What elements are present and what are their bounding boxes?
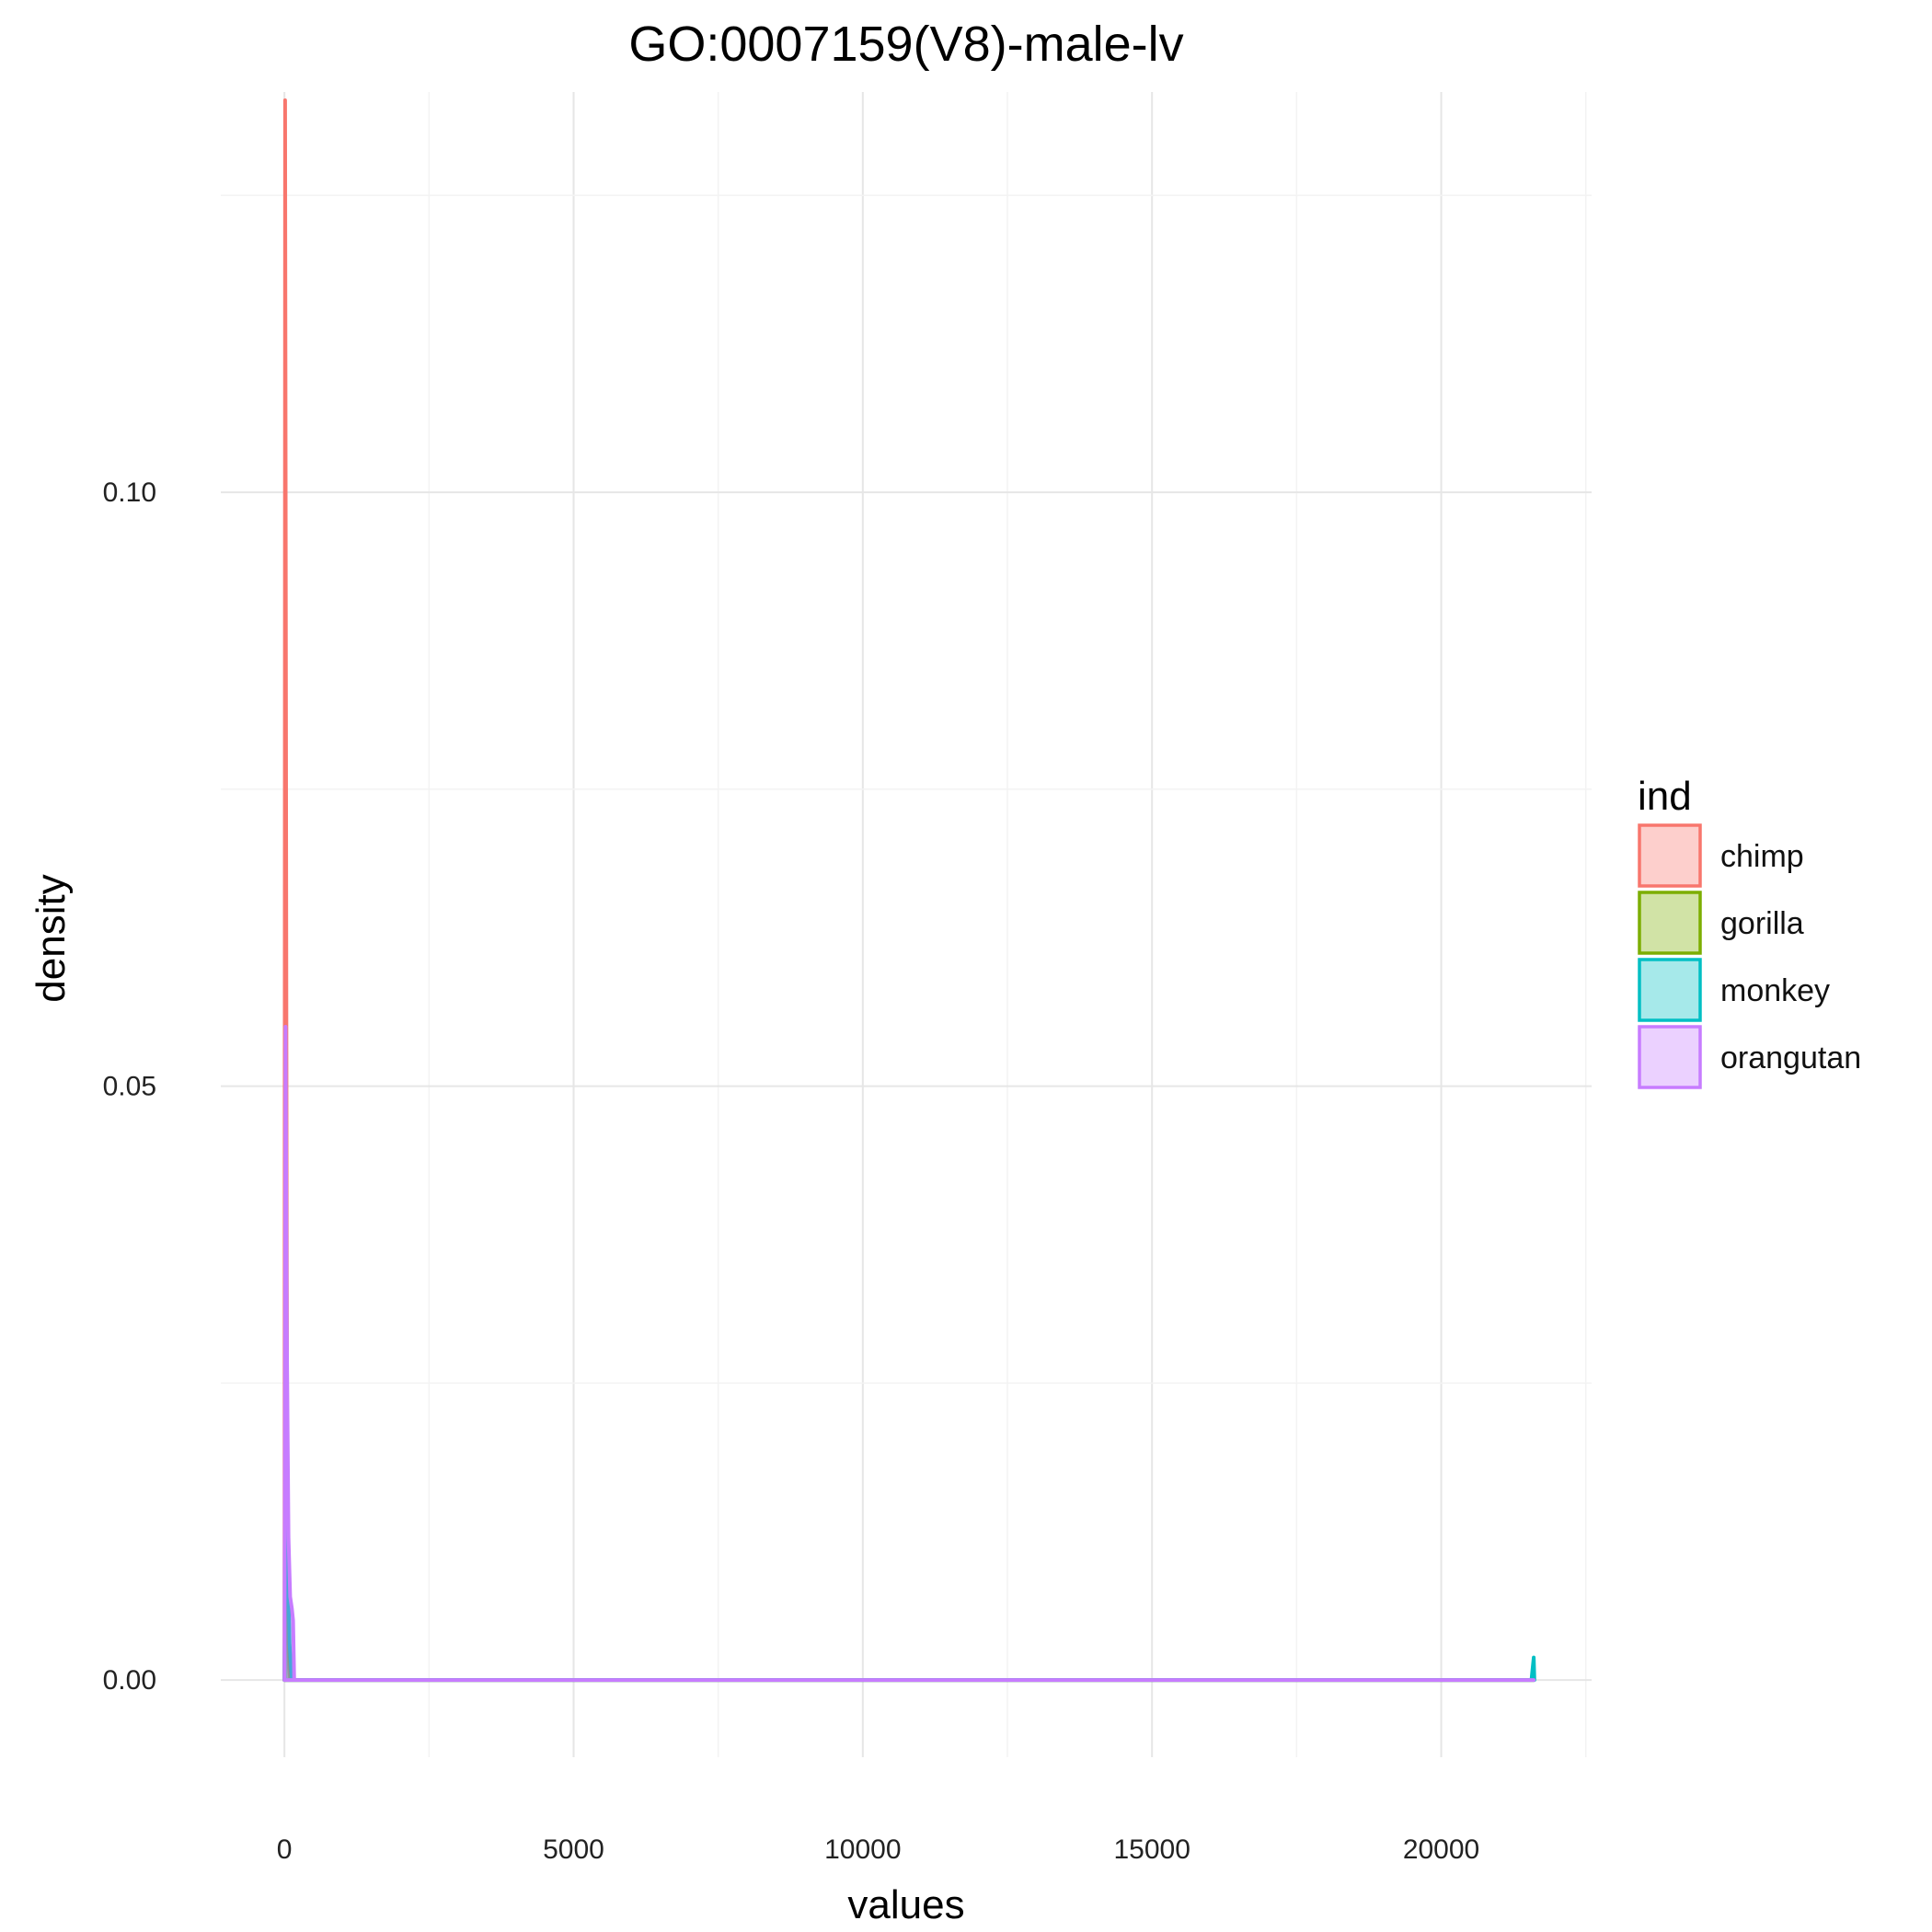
legend-swatch-chimp [1638,823,1702,888]
x-tick-label: 20000 [1403,1834,1479,1865]
legend-label-chimp: chimp [1720,839,1804,874]
x-axis-title: values [847,1882,964,1927]
density-areas [282,98,1536,1683]
x-tick-label: 5000 [543,1834,604,1865]
x-tick-label: 10000 [824,1834,901,1865]
x-tick-label: 15000 [1113,1834,1190,1865]
density-area-chimp [282,98,1536,1683]
legend-title: ind [1638,774,1692,819]
density-area-orangutan [282,1025,1536,1683]
axis-ticks: 0 5000 10000 15000 20000 0.00 0.05 0.10 [103,477,1480,1865]
legend-swatch-orangutan [1638,1025,1702,1089]
y-axis-title: density [29,874,74,1002]
density-area-gorilla [282,1464,1536,1683]
y-tick-label: 0.05 [103,1072,156,1102]
legend: ind chimp gorilla monkey orangutan [1638,774,1861,1089]
legend-swatch-monkey [1638,958,1702,1022]
legend-items: chimp gorilla monkey orangutan [1638,823,1861,1089]
legend-swatch-gorilla [1638,891,1702,955]
grid-lines [221,92,1592,1757]
legend-label-orangutan: orangutan [1720,1041,1861,1075]
legend-label-monkey: monkey [1720,973,1830,1008]
legend-label-gorilla: gorilla [1720,906,1804,941]
y-tick-label: 0.10 [103,477,156,508]
y-tick-label: 0.00 [103,1665,156,1696]
chart-title: GO:0007159(V8)-male-lv [628,17,1183,72]
x-tick-label: 0 [277,1834,293,1865]
density-area-monkey [282,1417,1536,1683]
